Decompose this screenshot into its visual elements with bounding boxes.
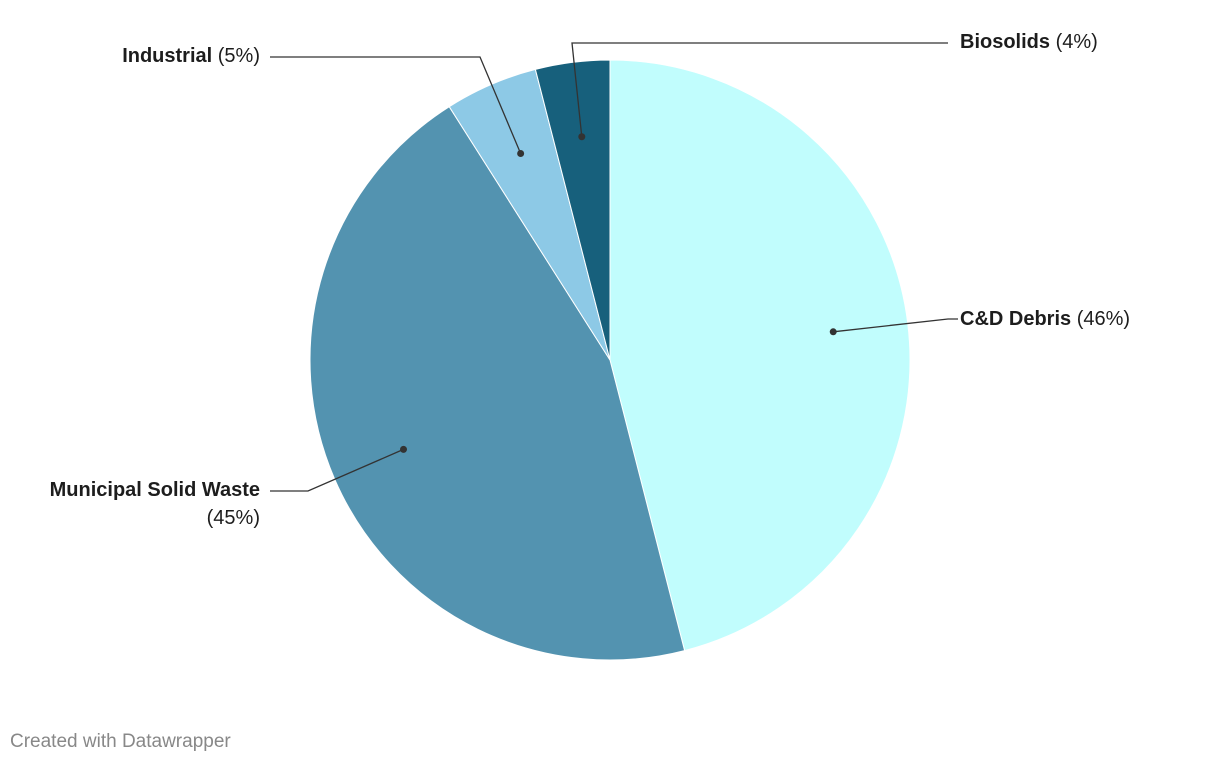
leader-line	[571, 42, 948, 137]
category-name: Biosolids	[960, 31, 1050, 53]
footer: Created with Datawrapper	[10, 731, 231, 752]
value-label: (4%)	[1056, 31, 1098, 53]
category-name: Municipal Solid Waste	[50, 479, 260, 501]
value-label: (45%)	[207, 507, 260, 529]
value-label: (46%)	[1077, 308, 1130, 330]
leader-line	[833, 318, 958, 333]
slice-label: C&D Debris (46%)	[960, 308, 1130, 330]
pie-slice	[609, 59, 911, 652]
leader-dot	[829, 328, 837, 336]
slice-label: Industrial (5%)	[122, 45, 260, 67]
leader-line	[270, 448, 404, 492]
leader-line	[270, 56, 522, 154]
slice-label: Municipal Solid Waste (45%)	[50, 479, 260, 529]
leader-dot	[400, 445, 408, 453]
leader-dot	[517, 150, 525, 158]
slice-label: Biosolids (4%)	[960, 31, 1098, 53]
category-name: C&D Debris	[960, 308, 1071, 330]
pie-slice	[534, 59, 611, 361]
leader-dot	[578, 133, 586, 141]
category-name: Industrial	[122, 45, 212, 67]
value-label: (5%)	[218, 45, 260, 67]
